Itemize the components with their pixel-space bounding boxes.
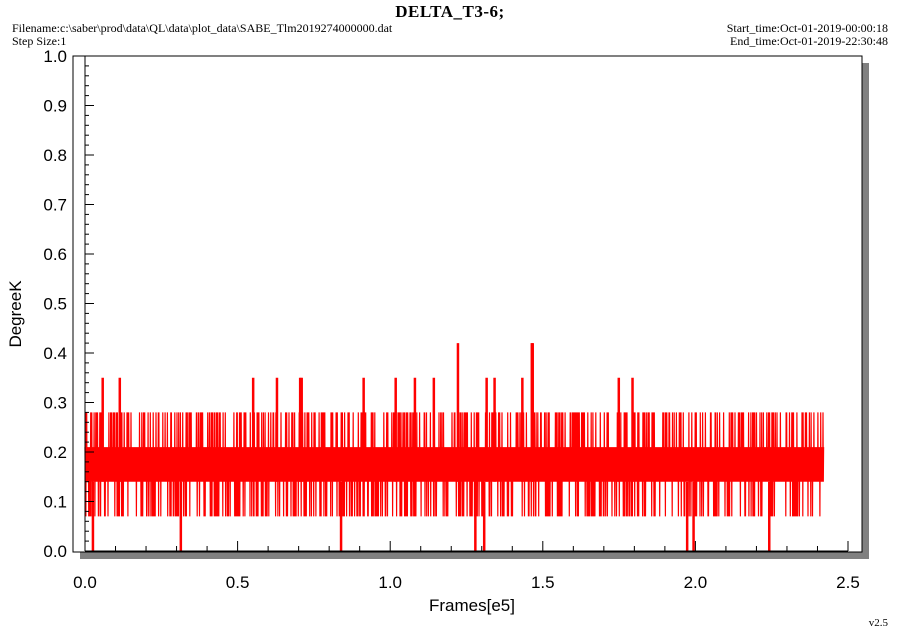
step-size-text: Step Size:1 [12,34,67,48]
data-series-line [84,412,825,517]
y-tick-label: 0.2 [43,443,67,462]
y-axis-label: DegreeK [6,280,25,348]
y-tick-label: 0.4 [43,344,67,363]
y-tick-label: 0.5 [43,295,67,314]
time-info: Start_time:Oct-01-2019-00:00:18 End_time… [727,22,888,48]
axis-layer: 0.0 0.1 0.2 0.3 0.4 0.5 0.6 0.7 0.8 0.9 1.0 0.0 0.5 1… [43,47,859,592]
chart-title: DELTA_T3-6; [395,2,505,21]
x-tick-label: 2.0 [684,573,708,592]
y-tick-label: 0.0 [43,542,67,561]
file-info: Filename:c:\saber\prod\data\QL\data\plot… [12,22,392,48]
version-label: v2.5 [868,617,888,629]
filename-text: Filename:c:\saber\prod\data\QL\data\plot… [12,21,393,35]
start-time-text: Start_time:Oct-01-2019-00:00:18 [726,21,888,35]
y-tick-label: 0.3 [43,394,67,413]
x-tick-label: 1.0 [378,573,402,592]
end-time-text: End_time:Oct-01-2019-22:30:48 [730,34,888,48]
y-tick-label: 0.1 [43,493,67,512]
y-tick-label: 0.7 [43,196,67,215]
x-tick-label: 1.5 [531,573,555,592]
y-tick-label: 0.9 [43,97,67,116]
data-layer [84,343,825,551]
x-tick-label: 0.5 [226,573,250,592]
y-tick-label: 1.0 [43,47,67,66]
x-axis-label: Frames[e5] [429,596,515,615]
y-tick-label: 0.8 [43,146,67,165]
y-tick-label: 0.6 [43,245,67,264]
x-tick-label: 0.0 [73,573,97,592]
x-tick-label: 2.5 [836,573,860,592]
